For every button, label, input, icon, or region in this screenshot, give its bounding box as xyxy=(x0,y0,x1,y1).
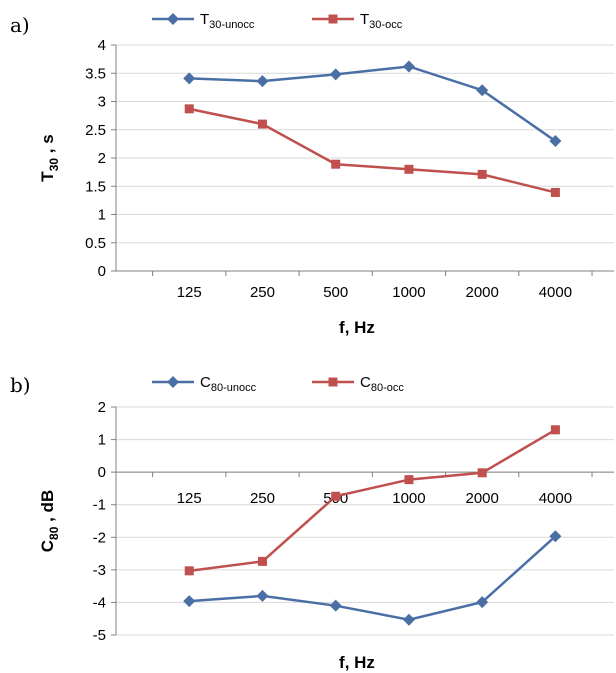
chart-b-y-tick-label: -3 xyxy=(93,562,106,579)
chart-b-series-occ-line xyxy=(189,428,557,573)
chart-b-series-unocc-point xyxy=(402,613,415,626)
chart-b-y-tick-label: -2 xyxy=(93,529,106,546)
chart-a-series-unocc-point xyxy=(329,68,342,81)
chart-a-series-unocc-point xyxy=(256,75,269,88)
chart-a-series-occ-point xyxy=(477,169,487,179)
chart-a-x-tick-label: 125 xyxy=(177,284,202,301)
chart-a-series-occ-point xyxy=(184,104,194,114)
chart-b-x-tick-label: 4000 xyxy=(539,490,572,507)
chart-a-y-tick-label: 1.5 xyxy=(85,178,106,195)
chart-b-y-tick-label: 1 xyxy=(98,432,106,449)
chart-a-series-unocc-point xyxy=(549,135,562,148)
chart-b-series-unocc-point xyxy=(256,589,269,602)
chart-a-series-occ-point xyxy=(550,187,560,197)
chart-a-legend-entry-unocc: T30-unocc xyxy=(152,11,255,31)
chart-b-y-tick-label: 2 xyxy=(98,399,106,416)
chart-a-y-tick-label: 4 xyxy=(98,37,106,54)
chart-b-series-occ-point xyxy=(550,425,560,435)
chart-a-series-occ-line xyxy=(188,107,556,194)
chart-b-series-occ xyxy=(184,425,560,576)
chart-a-series-unocc xyxy=(183,60,562,148)
chart-b-series-unocc-point xyxy=(549,530,562,543)
chart-a-series-occ xyxy=(184,104,560,197)
chart-a-y-tick-label: 1 xyxy=(98,207,106,224)
chart-a-y-tick-label: 2.5 xyxy=(85,122,106,139)
chart-b-panel-label: b) xyxy=(10,373,31,397)
chart-a-series-unocc-point xyxy=(476,84,489,97)
chart-a-x-tick-label: 500 xyxy=(323,284,348,301)
chart-b-y-tick-label: -1 xyxy=(93,497,106,514)
chart-b-legend-marker xyxy=(167,376,179,388)
chart-a-x-axis-title: f, Hz xyxy=(339,318,375,337)
chart-a-y-tick-label: 2 xyxy=(98,150,106,167)
chart-b: b)-5-4-3-2-1012125250500100020004000f, H… xyxy=(10,373,614,672)
chart-a-y-tick-label: 0 xyxy=(98,263,106,280)
chart-b-legend-marker xyxy=(328,377,338,387)
chart-b-series-unocc-point xyxy=(329,599,342,612)
chart-a-x-tick-label: 1000 xyxy=(392,284,425,301)
chart-a-y-tick-label: 0.5 xyxy=(85,235,106,252)
chart-b-series-unocc-point xyxy=(476,596,489,609)
chart-b-series-occ-point xyxy=(184,566,194,576)
chart-b-y-tick-label: -5 xyxy=(93,627,106,644)
chart-b-x-tick-label: 125 xyxy=(177,490,202,507)
chart-b-series-occ-point xyxy=(331,491,341,501)
chart-b-series-occ-point xyxy=(404,475,414,485)
chart-a-legend-label: T30-occ xyxy=(360,11,403,31)
chart-a-x-tick-label: 2000 xyxy=(465,284,498,301)
chart-a-series-occ-point xyxy=(257,119,267,129)
chart-a-series-unocc-line xyxy=(189,65,557,143)
chart-b-series-unocc xyxy=(183,530,562,626)
chart-b-series-occ-point xyxy=(477,468,487,478)
chart-b-x-tick-label: 1000 xyxy=(392,490,425,507)
chart-a-legend-label: T30-unocc xyxy=(200,11,255,31)
chart-a-y-tick-label: 3.5 xyxy=(85,65,106,82)
chart-a-series-occ-point xyxy=(404,164,414,174)
chart-a-series-occ-point xyxy=(331,159,341,169)
chart-a-y-axis-title: T30 , s xyxy=(38,134,61,181)
chart-a-legend-marker xyxy=(167,13,179,25)
chart-b-series-unocc-line xyxy=(189,535,557,621)
chart-a-legend-marker xyxy=(328,14,338,24)
chart-b-x-axis-title: f, Hz xyxy=(339,653,375,672)
chart-b-y-axis-title: C80 , dB xyxy=(38,490,61,552)
chart-b-x-tick-label: 2000 xyxy=(465,490,498,507)
chart-b-legend-entry-unocc: C80-unocc xyxy=(152,374,257,394)
chart-a: a) 0 0.5 1 1.5 2 2.5 3 3.5 4 125 250 500 1000 2000 4000… xyxy=(10,11,614,337)
chart-b-y-tick-label: -4 xyxy=(93,594,106,611)
chart-a-x-tick-label: 250 xyxy=(250,284,275,301)
chart-a-series-unocc-point xyxy=(183,72,196,85)
chart-b-x-tick-label: 250 xyxy=(250,490,275,507)
chart-a-legend-entry-occ: T30-occ xyxy=(312,11,403,31)
chart-b-series-unocc-point xyxy=(183,595,196,608)
chart-b-y-tick-label: 0 xyxy=(98,464,106,481)
chart-b-legend-label: C80-occ xyxy=(360,374,404,394)
chart-b-legend-label: C80-unocc xyxy=(200,374,257,394)
chart-a-x-tick-label: 4000 xyxy=(539,284,572,301)
chart-a-panel-label: a) xyxy=(10,13,30,37)
chart-a-y-tick-label: 3 xyxy=(98,94,106,111)
chart-b-legend-entry-occ: C80-occ xyxy=(312,374,404,394)
chart-a-series-unocc-point xyxy=(402,60,415,73)
chart-b-series-occ-point xyxy=(257,556,267,566)
